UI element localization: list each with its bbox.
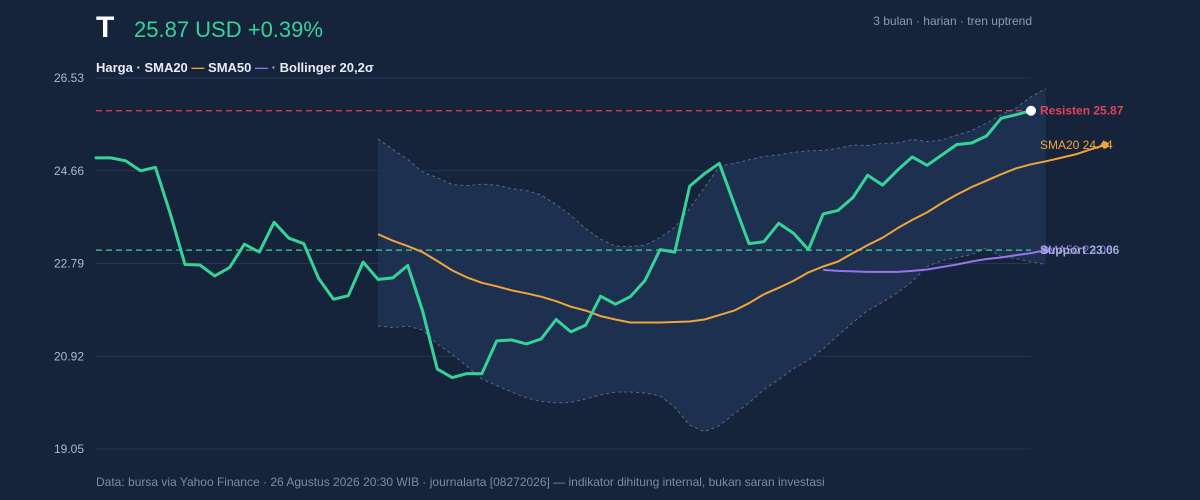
y-tick-label: 20.92 bbox=[54, 349, 84, 363]
y-tick-label: 22.79 bbox=[54, 257, 84, 271]
sma20-end-label: SMA20 24.44 bbox=[1040, 138, 1113, 152]
price-line bbox=[94, 109, 1033, 380]
sma50-line bbox=[823, 249, 1046, 273]
chart-meta: 3 bulan · harian · tren uptrend bbox=[873, 14, 1032, 28]
sma20-end-marker bbox=[1101, 141, 1109, 149]
legend-sma50-swatch: — bbox=[255, 60, 272, 75]
ticker-symbol: T bbox=[96, 11, 115, 44]
footer-source: Data: bursa via Yahoo Finance · 26 Agust… bbox=[96, 475, 825, 489]
y-tick-label: 26.53 bbox=[54, 71, 84, 85]
price-quote: 25.87 USD +0.39% bbox=[134, 17, 323, 42]
y-tick-label: 24.66 bbox=[54, 164, 84, 178]
legend: Harga · SMA20 — SMA50 — · Bollinger 20,2… bbox=[96, 60, 374, 76]
legend-sma20-swatch: — bbox=[191, 60, 209, 75]
bollinger-band-area bbox=[378, 88, 1046, 432]
bollinger-upper-line bbox=[377, 87, 1047, 248]
bollinger-lower-line bbox=[377, 247, 1046, 433]
legend-separator: · bbox=[136, 60, 145, 75]
legend-sma50: SMA50 bbox=[208, 60, 252, 75]
sma50-end-label: SMA50 23.06 bbox=[1040, 243, 1113, 257]
legend-sma20: SMA20 bbox=[144, 60, 188, 75]
resistance-label: Resisten 25.87 bbox=[1040, 104, 1124, 118]
support-label: Support 23.06 bbox=[1040, 243, 1120, 257]
price-end-marker bbox=[1026, 105, 1036, 116]
legend-bollinger-swatch: · bbox=[271, 60, 280, 75]
sma20-line bbox=[377, 144, 1106, 324]
y-tick-label: 19.05 bbox=[54, 442, 84, 456]
sma50-end-marker bbox=[1042, 246, 1050, 254]
legend-bollinger: Bollinger 20,2σ bbox=[279, 60, 374, 75]
legend-price: Harga bbox=[96, 60, 133, 75]
